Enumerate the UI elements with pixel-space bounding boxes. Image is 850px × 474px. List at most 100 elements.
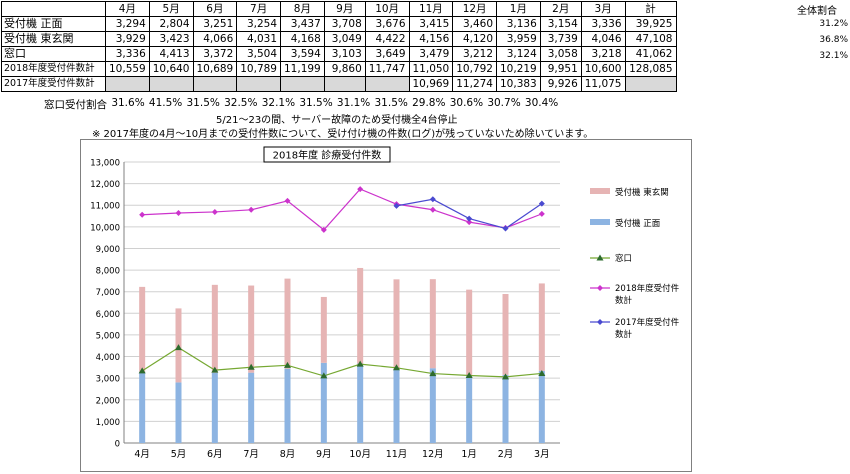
table-cell (192, 76, 238, 92)
data-point (538, 200, 545, 207)
y-tick-label: 0 (115, 440, 120, 450)
data-point (466, 219, 473, 226)
table-row: 窓口 3,336 4,413 3,372 3,504 3,594 3,103 3,649 3,4… (1, 46, 677, 62)
data-point (357, 186, 364, 193)
month-header: 8月 (280, 1, 325, 17)
window-ratio: 31.6% (111, 97, 145, 109)
y-tick-label: 5,000 (96, 331, 120, 341)
header-blank (1, 1, 106, 17)
table-cell (148, 76, 194, 92)
table-cell: 3,649 (364, 46, 410, 62)
table-cell: 3,423 (148, 31, 194, 47)
y-tick-label: 3,000 (96, 375, 120, 385)
ratio-header: 全体割合 (797, 6, 837, 17)
table-cell: 3,479 (408, 46, 454, 62)
month-header: 7月 (236, 1, 281, 17)
table-cell: 11,075 (580, 76, 626, 92)
table-header-row: 4月 5月 6月 7月 8月 9月 10月 11月 12月 1月 2月 3月計 (1, 1, 677, 17)
x-tick-label: 7月 (243, 449, 259, 460)
window-ratio: 31.5% (186, 97, 220, 109)
y-tick-label: 4,000 (96, 353, 120, 363)
chart-title: 2018年度 診療受付件数 (273, 149, 382, 162)
month-header: 3月 (580, 1, 626, 17)
table-cell: 3,336 (580, 16, 626, 32)
window-ratio: 30.7% (487, 97, 521, 109)
bar-segment (211, 284, 218, 373)
table-cell: 4,031 (236, 31, 281, 47)
total-cell: 47,108 (624, 31, 677, 47)
data-point (247, 363, 255, 370)
table-cell: 10,689 (192, 61, 238, 77)
table-cell: 10,219 (496, 61, 541, 77)
y-tick-label: 6,000 (96, 310, 120, 320)
window-ratio: 31.5% (299, 97, 333, 109)
legend-label: 受付機 正面 (615, 218, 661, 229)
data-point (248, 206, 255, 213)
table-cell: 11,050 (408, 61, 454, 77)
table-row: 受付機 正面 3,294 2,804 3,251 3,254 3,437 3,708 3,67… (1, 16, 677, 32)
window-ratio: 30.6% (449, 97, 484, 109)
x-tick-label: 12月 (422, 449, 444, 460)
table-cell: 9,951 (539, 61, 582, 77)
data-point (538, 210, 545, 217)
bar-segment (502, 374, 509, 443)
month-header: 5月 (148, 1, 194, 17)
window-ratio: 31.1% (336, 97, 371, 109)
bar-segment (248, 372, 255, 443)
table-cell: 3,739 (539, 31, 582, 47)
y-tick-label: 10,000 (90, 223, 120, 233)
table-cell (236, 76, 281, 92)
window-ratio: 31.5% (374, 97, 408, 109)
bar-segment (429, 279, 436, 369)
bar-segment (284, 368, 291, 443)
y-tick-label: 12,000 (90, 180, 120, 190)
table-cell (323, 76, 366, 92)
table-cell: 4,413 (148, 46, 194, 62)
table-cell: 10,792 (452, 61, 497, 77)
table-cell: 4,422 (364, 31, 410, 47)
chart-title-box (263, 146, 391, 163)
table-cell: 4,120 (452, 31, 497, 47)
table-cell (364, 76, 410, 92)
data-point (597, 285, 603, 291)
x-tick-label: 5月 (171, 449, 187, 460)
table-row: 2017年度受付件数計 10,969 11,274 10,383 9,926 11,075 (1, 76, 677, 92)
legend-label: 数計 (615, 329, 633, 340)
table-cell: 2,804 (148, 16, 194, 32)
table-cell: 11,747 (364, 61, 410, 77)
table-cell: 3,103 (323, 46, 366, 62)
window-ratio: 32.1% (261, 97, 296, 109)
table-cell (280, 76, 325, 92)
table-cell: 3,294 (105, 16, 150, 32)
y-tick-label: 8,000 (96, 267, 120, 277)
table-cell: 10,789 (236, 61, 281, 77)
chart-frame (80, 139, 692, 472)
data-point (393, 364, 400, 371)
table-cell: 3,251 (192, 16, 238, 32)
chart-area: 0 1,000 2,000 3,000 4,000 5,000 6,000 7,000 8,00… (80, 139, 692, 472)
window-ratio: 32.5% (224, 97, 258, 109)
bar-segment (466, 289, 473, 376)
y-tick-label: 11,000 (90, 202, 120, 212)
table-cell: 3,594 (280, 46, 325, 62)
table-cell (105, 76, 150, 92)
window-ratio: 29.8% (412, 97, 446, 109)
table-cell: 3,437 (280, 16, 325, 32)
table-cell: 10,383 (496, 76, 541, 92)
data-point (502, 373, 509, 380)
table-cell: 3,254 (236, 16, 281, 32)
total-cell: 128,085 (624, 61, 677, 77)
bar-segment (139, 286, 146, 372)
legend-swatch (590, 219, 610, 225)
data-point (429, 206, 436, 213)
fy2017-note: ※ 2017年度の4月～10月までの受付件数について、受け付け機の件数(ログ)が… (92, 129, 594, 140)
month-header: 4月 (105, 1, 150, 17)
month-header: 10月 (364, 1, 410, 17)
row-label: 受付機 東玄関 (1, 31, 106, 47)
data-point (320, 372, 328, 379)
data-point (502, 225, 509, 232)
table-cell: 3,460 (452, 16, 497, 32)
data-point (175, 344, 182, 351)
window-ratio: 41.5% (148, 97, 183, 109)
overall-ratio: 31.2% (819, 19, 848, 29)
